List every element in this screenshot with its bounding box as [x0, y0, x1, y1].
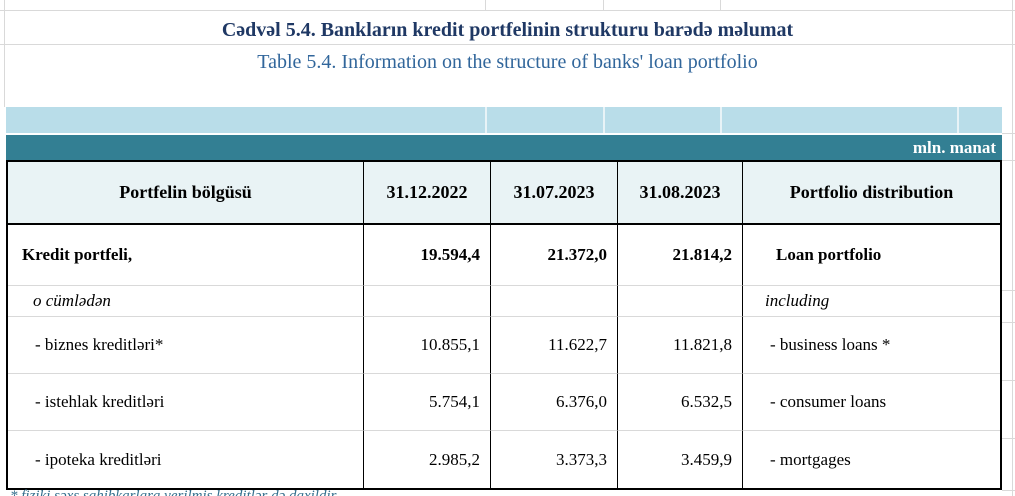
row-value-2022	[364, 286, 491, 317]
row-label-en: Loan portfolio	[743, 225, 1000, 286]
band-separator	[957, 107, 959, 133]
row-value-jul2023: 11.622,7	[491, 317, 618, 374]
loan-portfolio-table: Portfelin bölgüsü 31.12.2022 31.07.2023 …	[6, 160, 1002, 490]
row-label-en: - mortgages	[770, 449, 851, 469]
gridline-margin-6	[1002, 438, 1015, 439]
gridline-margin-3	[1002, 290, 1015, 291]
gridline-left	[4, 0, 5, 107]
row-value-jul2023	[491, 286, 618, 317]
row-label-az: - istehlak kreditləri	[8, 374, 364, 431]
gridline-margin-7	[1002, 490, 1015, 491]
row-value-2022: 5.754,1	[364, 374, 491, 431]
row-label-az: Kredit portfeli,	[8, 225, 364, 286]
row-value-aug2023: 21.814,2	[618, 225, 743, 286]
band-separator	[485, 107, 487, 133]
row-value-jul2023: 21.372,0	[491, 225, 618, 286]
row-value-aug2023	[618, 286, 743, 317]
gridline-margin-5	[1002, 380, 1015, 381]
gridline-tick-2	[603, 0, 604, 10]
band-separator	[603, 107, 605, 133]
row-value-aug2023: 11.821,8	[618, 317, 743, 374]
row-value-2022: 10.855,1	[364, 317, 491, 374]
table-title-en: Table 5.4. Information on the structure …	[257, 51, 758, 73]
row-value-aug2023: 6.532,5	[618, 374, 743, 431]
gridline-margin-4	[1002, 322, 1015, 323]
header-portfolio-distribution-az: Portfelin bölgüsü	[8, 162, 364, 225]
unit-label-band: mln. manat	[6, 135, 1002, 160]
gridline-margin-2	[1002, 160, 1015, 161]
row-label-az: o cümlədən	[8, 286, 364, 317]
row-value-2022: 19.594,4	[364, 225, 491, 286]
row-value-jul2023: 6.376,0	[491, 374, 618, 431]
row-label-az: - biznes kreditləri*	[8, 317, 364, 374]
row-label-en: - consumer loans	[743, 374, 1000, 431]
header-date-2: 31.07.2023	[491, 162, 618, 225]
table-title-az: Cədvəl 5.4. Bankların kredit portfelinin…	[221, 19, 794, 41]
gridline-tick-1	[485, 0, 486, 10]
footnote: * fiziki şəxs sahibkarlara verilmiş kred…	[10, 489, 710, 496]
header-portfolio-distribution-en: Portfolio distribution	[743, 162, 1000, 225]
band-separator	[720, 107, 722, 133]
decorative-band	[6, 107, 1002, 133]
gridline-tick-3	[720, 0, 721, 10]
row-label-en: including	[743, 286, 1000, 317]
gridline-right	[1012, 0, 1013, 496]
gridline-margin-1	[1002, 133, 1015, 134]
gridline-title	[0, 44, 1015, 45]
row-value-aug2023: 3.459,9	[618, 431, 743, 488]
row-value-2022: 2.985,2	[364, 431, 491, 488]
gridline-top	[0, 10, 1015, 11]
row-label-az: - ipoteka kreditləri	[8, 431, 364, 488]
header-date-1: 31.12.2022	[364, 162, 491, 225]
header-date-3: 31.08.2023	[618, 162, 743, 225]
row-value-jul2023: 3.373,3	[491, 431, 618, 488]
row-label-en: - business loans *	[743, 317, 1000, 374]
